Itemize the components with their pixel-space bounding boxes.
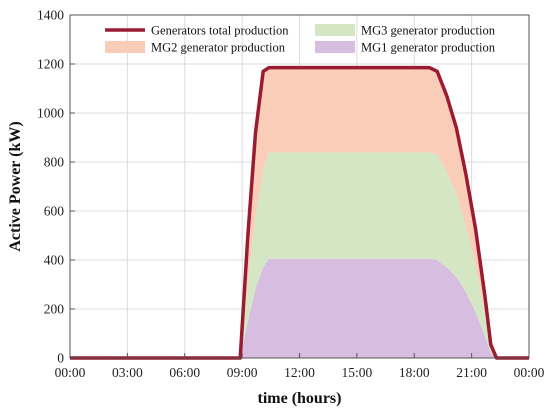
x-tick-label: 06:00 xyxy=(169,365,200,380)
y-tick-label: 1000 xyxy=(37,106,64,121)
legend-label-mg2-generator-production: MG2 generator production xyxy=(151,41,286,55)
x-axis-title: time (hours) xyxy=(258,390,342,407)
x-tick-label: 12:00 xyxy=(284,365,315,380)
x-tick-label: 21:00 xyxy=(456,365,487,380)
legend: Generators total production MG3 generator… xyxy=(105,24,496,55)
legend-label-generators-total-production: Generators total production xyxy=(151,24,289,38)
legend-swatch-mg3-generator-production xyxy=(315,24,355,36)
y-axis-title: Active Power (kW) xyxy=(7,121,24,251)
line-layer xyxy=(70,65,529,360)
legend-swatch-mg1-generator-production xyxy=(315,41,355,53)
y-tick-label: 1400 xyxy=(37,8,64,23)
x-tick-label: 09:00 xyxy=(227,365,258,380)
y-tick-label: 200 xyxy=(44,302,65,317)
area-mg1-generator-production xyxy=(70,258,529,358)
y-tick-label: 400 xyxy=(44,253,65,268)
y-tick-label: 600 xyxy=(44,204,65,219)
legend-label-mg1-generator-production: MG1 generator production xyxy=(361,41,496,55)
x-tick-label: 18:00 xyxy=(399,365,430,380)
area-mg3-generator-production xyxy=(70,152,529,358)
area-layer xyxy=(70,67,529,359)
area-mg2-generator-production xyxy=(70,67,529,359)
legend-label-mg3-generator-production: MG3 generator production xyxy=(361,24,496,38)
y-tick-label: 800 xyxy=(44,155,65,170)
line-generators-total-production xyxy=(70,65,529,360)
legend-swatch-mg2-generator-production xyxy=(105,41,145,53)
x-tick-label: 03:00 xyxy=(112,365,143,380)
x-tick-label: 00:00 xyxy=(514,365,545,380)
y-tick-label: 0 xyxy=(57,351,64,366)
x-tick-label: 00:00 xyxy=(55,365,86,380)
x-tick-label: 15:00 xyxy=(341,365,372,380)
tick-layer: 0 200 400 600 800 1000 1200 1400 00:00 03:00 06:00… xyxy=(37,8,545,381)
y-tick-label: 1200 xyxy=(37,57,64,72)
